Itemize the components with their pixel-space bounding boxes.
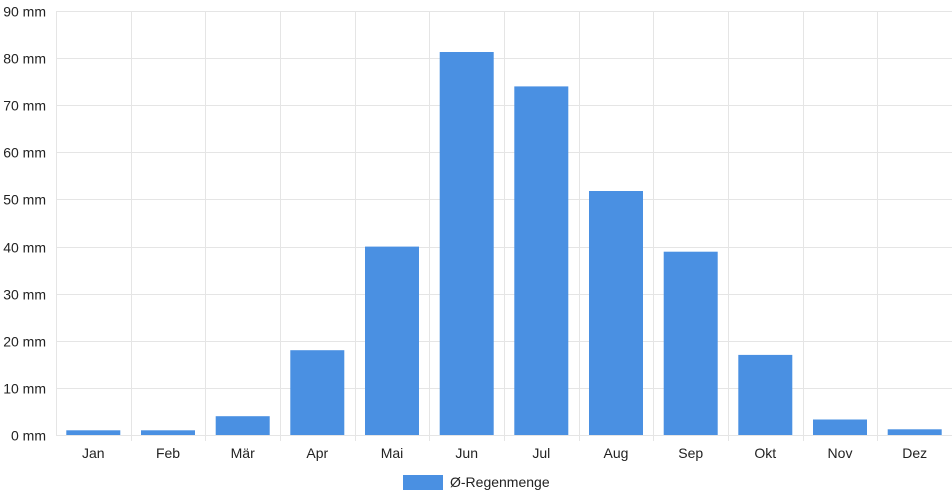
legend-label[interactable]: Ø-Regenmenge [450, 474, 550, 490]
bar-Feb[interactable] [141, 430, 195, 435]
x-tick-label: Sep [678, 445, 703, 461]
bar-Sep[interactable] [663, 251, 718, 435]
y-tick-label: 10 mm [3, 381, 46, 397]
y-axis-labels: 0 mm 10 mm 20 mm 30 mm 40 mm 50 mm 60 mm 70 mm 8… [3, 4, 46, 444]
y-tick-label: 20 mm [3, 334, 46, 350]
y-tick-label: 40 mm [3, 240, 46, 256]
bar-Jun[interactable] [439, 52, 494, 435]
bar-Nov[interactable] [813, 419, 867, 436]
x-tick-label: Jul [532, 445, 550, 461]
x-tick-label: Jan [82, 445, 105, 461]
grid-lines [56, 11, 952, 441]
y-tick-label: 80 mm [3, 51, 46, 67]
bar-Jan[interactable] [66, 430, 121, 435]
y-tick-label: 90 mm [3, 4, 46, 20]
y-tick-label: 50 mm [3, 192, 46, 208]
bar-Aug[interactable] [589, 191, 643, 435]
bar-series [66, 52, 942, 436]
bar-Dez[interactable] [887, 429, 942, 435]
x-tick-label: Jun [455, 445, 478, 461]
legend-swatch[interactable] [403, 475, 443, 490]
bar-Okt[interactable] [738, 354, 793, 435]
bar-Mär[interactable] [215, 416, 270, 435]
x-axis-labels: Jan Feb Mär Apr Mai Jun Jul Aug Sep Okt Nov Dez [82, 445, 927, 461]
x-tick-label: Feb [156, 445, 180, 461]
x-tick-label: Mai [381, 445, 404, 461]
x-tick-label: Okt [754, 445, 776, 461]
legend: Ø-Regenmenge [403, 474, 550, 490]
y-tick-label: 60 mm [3, 145, 46, 161]
x-tick-label: Mär [231, 445, 255, 461]
bar-Jul[interactable] [514, 86, 569, 436]
x-tick-label: Apr [306, 445, 328, 461]
bar-Apr[interactable] [290, 350, 345, 435]
bar-Mai[interactable] [365, 246, 419, 435]
y-tick-label: 30 mm [3, 287, 46, 303]
x-tick-label: Nov [828, 445, 853, 461]
x-tick-label: Dez [902, 445, 927, 461]
y-tick-label: 0 mm [11, 428, 46, 444]
y-tick-label: 70 mm [3, 98, 46, 114]
x-tick-label: Aug [604, 445, 629, 461]
